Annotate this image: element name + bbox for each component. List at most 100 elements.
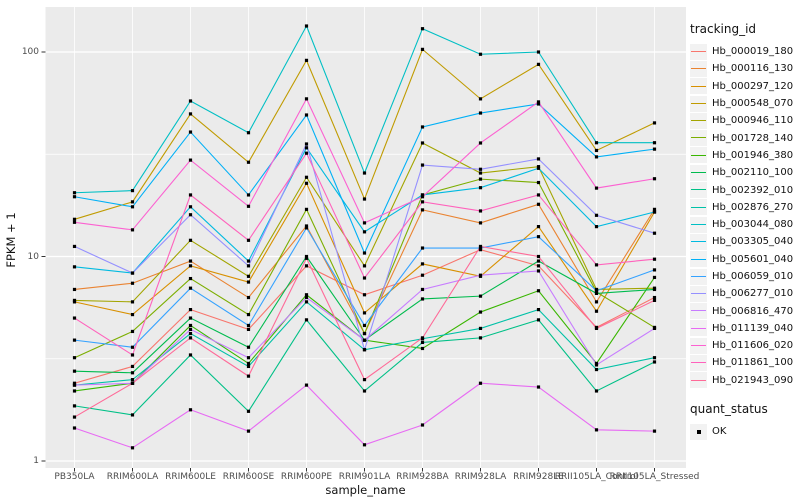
data-point-marker — [246, 364, 251, 369]
legend-item-Hb_006277_010: Hb_006277_010 — [690, 285, 800, 302]
data-point-marker — [304, 24, 309, 28]
data-point-marker — [130, 300, 135, 304]
data-point-marker — [304, 151, 309, 155]
legend-item-Hb_002392_010: Hb_002392_010 — [690, 181, 800, 199]
legend-item-label: Hb_002392_010 — [712, 184, 794, 196]
data-point-marker — [594, 291, 599, 296]
legend-key-line-icon — [690, 199, 707, 216]
legend-key-line-icon — [690, 216, 707, 233]
data-point-marker — [478, 209, 483, 213]
data-point-marker — [536, 102, 541, 106]
data-point-marker — [188, 205, 193, 209]
data-point-marker — [72, 217, 77, 221]
data-point-marker — [420, 423, 425, 427]
data-point-marker — [304, 318, 309, 322]
data-point-marker — [420, 195, 425, 199]
data-point-marker — [362, 378, 367, 382]
data-point-marker — [130, 446, 135, 450]
data-point-marker — [72, 244, 77, 249]
data-point-marker — [478, 52, 483, 56]
data-point-marker — [304, 97, 309, 101]
data-point-marker — [246, 361, 251, 366]
data-point-marker — [362, 331, 367, 336]
legend-key-line-icon — [690, 130, 707, 147]
data-point-marker — [478, 244, 483, 249]
data-point-marker — [594, 367, 599, 372]
data-point-marker — [420, 200, 425, 204]
legend-item-Hb_002876_270: Hb_002876_270 — [690, 199, 800, 216]
legend-item-label: Hb_002110_100 — [712, 167, 794, 179]
legend-item-Hb_021943_090: Hb_021943_090 — [690, 372, 800, 389]
data-point-marker — [594, 309, 599, 313]
data-point-marker — [246, 274, 251, 278]
data-point-marker — [536, 225, 541, 229]
data-point-marker — [246, 295, 251, 300]
data-point-marker — [130, 364, 135, 369]
data-point-marker — [130, 345, 135, 349]
data-point-marker — [536, 165, 541, 169]
legend-key-line-icon — [690, 182, 707, 199]
data-point-marker — [536, 62, 541, 66]
data-point-marker — [246, 356, 251, 360]
data-point-marker — [72, 191, 77, 195]
data-point-marker — [246, 259, 251, 263]
data-point-marker — [362, 221, 367, 225]
data-point-marker — [362, 197, 367, 201]
legend-item-label: Hb_006816_470 — [712, 305, 794, 317]
data-point-marker — [420, 27, 425, 31]
legend-key-line-icon — [690, 112, 707, 129]
legend-key-line-icon — [690, 354, 707, 371]
data-point-marker — [478, 97, 483, 101]
x-tick-label: RRII105LA_Stressed — [609, 472, 700, 482]
data-point-marker — [304, 226, 309, 230]
data-point-marker — [594, 389, 599, 393]
data-point-marker — [246, 160, 251, 164]
data-point-marker — [652, 231, 657, 235]
data-point-marker — [130, 413, 135, 417]
data-point-marker — [652, 326, 657, 331]
data-point-marker — [304, 300, 309, 304]
legend-items: Hb_000019_180 Hb_000116_130 Hb_000297_120 H… — [690, 43, 800, 389]
data-point-marker — [246, 409, 251, 413]
legend-item-Hb_006816_470: Hb_006816_470 — [690, 302, 800, 320]
data-point-marker — [362, 293, 367, 297]
data-point-marker — [536, 254, 541, 259]
data-point-marker — [420, 47, 425, 51]
data-point-marker — [420, 346, 425, 351]
legend-key-line-icon — [690, 233, 707, 250]
legend-item-Hb_011139_040: Hb_011139_040 — [690, 320, 800, 337]
data-point-marker — [362, 276, 367, 280]
data-point-marker — [72, 426, 77, 430]
x-tick-label: RRIM928LE — [513, 472, 564, 482]
x-tick-label: RRIM600PE — [280, 472, 333, 482]
legend-item-label: Hb_011861_100 — [712, 357, 794, 369]
data-point-marker — [188, 323, 193, 328]
data-point-marker — [130, 378, 135, 382]
data-point-marker — [304, 224, 309, 228]
data-point-marker — [594, 213, 599, 217]
x-tick-label: RRIM600LA — [106, 472, 159, 482]
data-point-marker — [304, 383, 309, 387]
x-tick-label: PB350LA — [54, 472, 95, 482]
data-point-marker — [72, 381, 77, 385]
data-point-marker — [478, 336, 483, 340]
data-point-marker — [362, 264, 367, 268]
data-point-marker — [304, 295, 309, 300]
y-axis-title: FPKM + 1 — [4, 212, 18, 268]
data-point-marker — [130, 228, 135, 232]
data-point-marker — [246, 204, 251, 208]
data-point-marker — [478, 141, 483, 145]
legend-key-line-icon — [690, 78, 707, 95]
data-point-marker — [594, 289, 599, 293]
x-tick-label: RRIM901LA — [338, 472, 391, 482]
data-point-marker — [188, 158, 193, 162]
legend-item-label: Hb_001728_140 — [712, 132, 794, 144]
data-point-marker — [536, 385, 541, 389]
data-point-marker — [420, 297, 425, 301]
x-axis-title: sample_name — [325, 483, 406, 497]
data-point-marker — [72, 316, 77, 320]
data-point-marker — [246, 345, 251, 349]
data-point-marker — [536, 193, 541, 197]
data-point-marker — [246, 374, 251, 378]
data-point-marker — [188, 408, 193, 412]
